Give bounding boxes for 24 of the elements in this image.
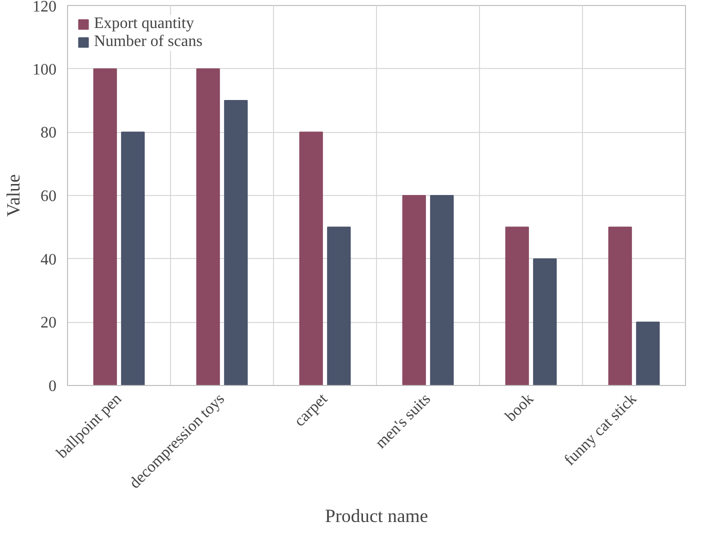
bar bbox=[636, 322, 660, 386]
bar bbox=[121, 132, 145, 386]
legend-label: Export quantity bbox=[94, 15, 194, 33]
y-axis-title: Value bbox=[4, 174, 24, 217]
y-tick-label: 40 bbox=[40, 251, 56, 268]
bar bbox=[608, 226, 632, 386]
bar bbox=[299, 132, 323, 386]
y-tick-label: 0 bbox=[48, 378, 56, 395]
y-tick-label: 120 bbox=[32, 0, 56, 16]
legend-label: Number of scans bbox=[94, 33, 202, 51]
y-tick-label: 60 bbox=[40, 188, 56, 205]
y-tick-label: 80 bbox=[40, 124, 56, 142]
bar bbox=[505, 226, 529, 386]
bar bbox=[430, 195, 454, 386]
bar bbox=[327, 226, 351, 386]
bar bbox=[533, 258, 557, 386]
x-tick-label: book bbox=[502, 390, 538, 426]
bar bbox=[224, 100, 248, 386]
y-tick-label: 20 bbox=[40, 314, 56, 332]
bar bbox=[196, 68, 220, 386]
bar bbox=[402, 195, 426, 386]
y-tick-label: 100 bbox=[32, 61, 56, 78]
bar bbox=[93, 68, 117, 386]
x-axis-title: Product name bbox=[324, 506, 428, 528]
